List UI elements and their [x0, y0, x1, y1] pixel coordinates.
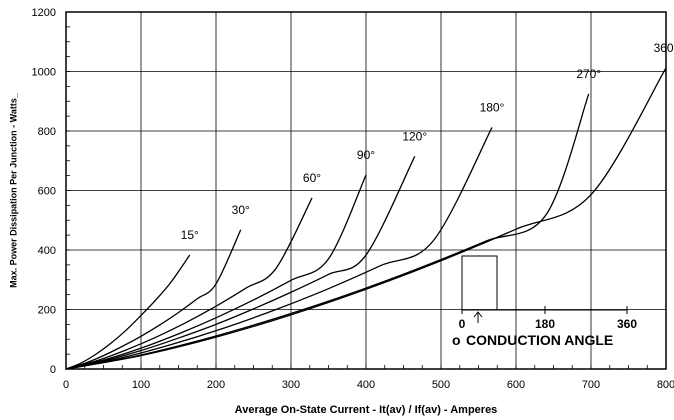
series-labels: 15° 30° 60° 90° 120° 180° 270° 360°: [181, 41, 674, 242]
x-tick-label: 200: [207, 379, 225, 391]
inset-tick-label: 180: [535, 317, 555, 331]
x-tick-label: 300: [282, 379, 300, 391]
y-tick-label: 800: [38, 126, 56, 138]
series-label-5: 180°: [480, 100, 505, 114]
series-group: [65, 67, 667, 370]
x-tick-label: 600: [507, 379, 525, 391]
inset-arrow-icon: [473, 311, 483, 323]
series-line-4: [65, 156, 416, 370]
y-tick-label: 1200: [32, 7, 56, 19]
series-label-6: 270°: [576, 67, 601, 81]
series-line-3: [65, 174, 367, 370]
series-line-5: [65, 127, 493, 370]
y-tick-label: 1000: [32, 67, 56, 79]
series-label-4: 120°: [402, 129, 427, 143]
y-tick-label: 200: [38, 305, 56, 317]
inset-title: CONDUCTION ANGLE: [466, 332, 613, 348]
series-label-3: 90°: [357, 148, 375, 162]
series-line-7: [65, 67, 667, 370]
series-label-0: 15°: [181, 228, 199, 242]
y-tick-label: 0: [50, 364, 56, 376]
x-axis-title: Average On-State Current - It(av) / If(a…: [235, 404, 498, 416]
series-line-2: [65, 197, 313, 370]
series-label-1: 30°: [232, 203, 250, 217]
x-axis-ticks: 0 100 200 300 400 500 600 700 800: [63, 379, 674, 391]
x-tick-label: 700: [582, 379, 600, 391]
series-label-2: 60°: [303, 171, 321, 185]
series-line-0: [65, 254, 191, 370]
x-tick-label: 400: [357, 379, 375, 391]
plot-frame: [65, 11, 667, 370]
inset-ticks: 0 180 360: [459, 306, 637, 331]
conduction-angle-inset: 0 180 360 o CONDUCTION ANGLE: [452, 255, 637, 348]
x-tick-label: 100: [132, 379, 150, 391]
y-tick-label: 600: [38, 186, 56, 198]
x-tick-label: 800: [657, 379, 674, 391]
y-axis-ticks: 0 200 400 600 800 1000 1200: [32, 7, 56, 376]
inset-tick-label: 360: [617, 317, 637, 331]
y-axis-title: Max. Power Dissipation Per Junction - Wa…: [8, 92, 18, 288]
series-line-1: [65, 229, 242, 370]
series-line-6: [65, 93, 590, 370]
inset-tick-label: 0: [459, 317, 466, 331]
inset-waveform: [461, 255, 498, 310]
inset-degree-symbol: o: [452, 332, 461, 348]
x-tick-label: 0: [63, 379, 69, 391]
series-label-7: 360°: [654, 41, 674, 55]
grid-lines: [65, 11, 667, 370]
y-tick-label: 400: [38, 245, 56, 257]
x-tick-label: 500: [432, 379, 450, 391]
